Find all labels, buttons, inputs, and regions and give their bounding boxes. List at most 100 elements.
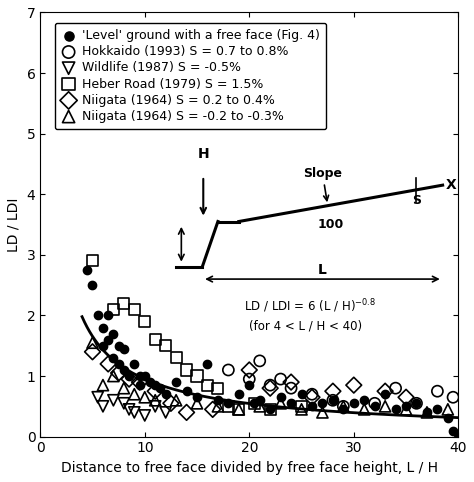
'Level' ground with a free face (Fig. 4) <box>360 396 368 404</box>
Hokkaido (1993) S = 0.7 to 0.8% <box>266 381 274 389</box>
Legend: 'Level' ground with a free face (Fig. 4), Hokkaido (1993) S = 0.7 to 0.8%, Wildl: 'Level' ground with a free face (Fig. 4)… <box>55 23 327 129</box>
'Level' ground with a free face (Fig. 4) <box>120 366 128 374</box>
'Level' ground with a free face (Fig. 4) <box>246 381 253 389</box>
Heber Road (1979) S = 1.5% <box>151 336 159 344</box>
Hokkaido (1993) S = 0.7 to 0.8% <box>413 400 420 407</box>
'Level' ground with a free face (Fig. 4) <box>287 400 295 407</box>
'Level' ground with a free face (Fig. 4) <box>120 345 128 353</box>
'Level' ground with a free face (Fig. 4) <box>130 360 138 368</box>
'Level' ground with a free face (Fig. 4) <box>193 393 201 401</box>
Niigata (1964) S = -0.2 to -0.3% <box>402 405 410 413</box>
Hokkaido (1993) S = 0.7 to 0.8% <box>277 375 284 383</box>
Hokkaido (1993) S = 0.7 to 0.8% <box>225 366 232 374</box>
Text: X: X <box>446 178 456 192</box>
'Level' ground with a free face (Fig. 4) <box>371 402 378 410</box>
'Level' ground with a free face (Fig. 4) <box>256 396 264 404</box>
Niigata (1964) S = -0.2 to -0.3% <box>360 405 368 413</box>
Text: LD / LDI = 6 (L / H)$^{-0.8}$: LD / LDI = 6 (L / H)$^{-0.8}$ <box>244 297 376 315</box>
Niigata (1964) S = -0.2 to -0.3% <box>151 396 159 404</box>
'Level' ground with a free face (Fig. 4) <box>392 405 400 413</box>
Heber Road (1979) S = 1.5% <box>225 402 232 410</box>
Hokkaido (1993) S = 0.7 to 0.8% <box>287 384 295 392</box>
'Level' ground with a free face (Fig. 4) <box>402 402 410 410</box>
Niigata (1964) S = -0.2 to -0.3% <box>99 381 107 389</box>
'Level' ground with a free face (Fig. 4) <box>413 400 420 407</box>
Wildlife (1987) S = -0.5% <box>151 402 159 410</box>
Niigata (1964) S = -0.2 to -0.3% <box>298 405 305 413</box>
Niigata (1964) S = 0.2 to 0.4% <box>167 400 175 407</box>
'Level' ground with a free face (Fig. 4) <box>151 381 159 389</box>
'Level' ground with a free face (Fig. 4) <box>449 427 457 434</box>
'Level' ground with a free face (Fig. 4) <box>298 390 305 398</box>
Heber Road (1979) S = 1.5% <box>109 306 117 313</box>
Niigata (1964) S = -0.2 to -0.3% <box>214 402 222 410</box>
'Level' ground with a free face (Fig. 4) <box>277 393 284 401</box>
Text: 100: 100 <box>317 218 343 231</box>
'Level' ground with a free face (Fig. 4) <box>141 372 148 380</box>
'Level' ground with a free face (Fig. 4) <box>104 311 112 319</box>
Heber Road (1979) S = 1.5% <box>89 257 96 265</box>
Hokkaido (1993) S = 0.7 to 0.8% <box>449 393 457 401</box>
'Level' ground with a free face (Fig. 4) <box>251 400 258 407</box>
Niigata (1964) S = 0.2 to 0.4% <box>104 360 112 368</box>
'Level' ground with a free face (Fig. 4) <box>99 324 107 332</box>
Niigata (1964) S = -0.2 to -0.3% <box>235 405 243 413</box>
Hokkaido (1993) S = 0.7 to 0.8% <box>246 375 253 383</box>
Niigata (1964) S = 0.2 to 0.4% <box>125 375 133 383</box>
Wildlife (1987) S = -0.5% <box>141 412 148 419</box>
'Level' ground with a free face (Fig. 4) <box>136 381 143 389</box>
Heber Road (1979) S = 1.5% <box>130 306 138 313</box>
Niigata (1964) S = 0.2 to 0.4% <box>287 378 295 386</box>
Hokkaido (1993) S = 0.7 to 0.8% <box>339 402 347 410</box>
Wildlife (1987) S = -0.5% <box>125 405 133 413</box>
Niigata (1964) S = -0.2 to -0.3% <box>130 390 138 398</box>
'Level' ground with a free face (Fig. 4) <box>99 342 107 349</box>
Niigata (1964) S = -0.2 to -0.3% <box>173 396 180 404</box>
'Level' ground with a free face (Fig. 4) <box>225 400 232 407</box>
'Level' ground with a free face (Fig. 4) <box>434 405 441 413</box>
Heber Road (1979) S = 1.5% <box>173 354 180 362</box>
Wildlife (1987) S = -0.5% <box>94 393 101 401</box>
Niigata (1964) S = -0.2 to -0.3% <box>319 409 326 416</box>
Niigata (1964) S = 0.2 to 0.4% <box>115 369 122 377</box>
'Level' ground with a free face (Fig. 4) <box>319 400 326 407</box>
'Level' ground with a free face (Fig. 4) <box>350 400 357 407</box>
Text: L: L <box>318 263 327 277</box>
Hokkaido (1993) S = 0.7 to 0.8% <box>392 384 400 392</box>
Niigata (1964) S = -0.2 to -0.3% <box>339 402 347 410</box>
Heber Road (1979) S = 1.5% <box>183 366 191 374</box>
Niigata (1964) S = -0.2 to -0.3% <box>256 402 264 410</box>
'Level' ground with a free face (Fig. 4) <box>94 311 101 319</box>
Niigata (1964) S = 0.2 to 0.4% <box>136 378 143 386</box>
Niigata (1964) S = -0.2 to -0.3% <box>444 405 452 413</box>
Y-axis label: LD / LDI: LD / LDI <box>7 197 21 252</box>
Niigata (1964) S = 0.2 to 0.4% <box>151 388 159 395</box>
Niigata (1964) S = 0.2 to 0.4% <box>308 393 316 401</box>
'Level' ground with a free face (Fig. 4) <box>266 405 274 413</box>
'Level' ground with a free face (Fig. 4) <box>115 342 122 349</box>
Niigata (1964) S = -0.2 to -0.3% <box>120 384 128 392</box>
Niigata (1964) S = -0.2 to -0.3% <box>109 372 117 380</box>
Niigata (1964) S = 0.2 to 0.4% <box>246 366 253 374</box>
Heber Road (1979) S = 1.5% <box>214 384 222 392</box>
'Level' ground with a free face (Fig. 4) <box>125 372 133 380</box>
'Level' ground with a free face (Fig. 4) <box>83 266 91 274</box>
Niigata (1964) S = 0.2 to 0.4% <box>402 393 410 401</box>
X-axis label: Distance to free face divided by free face height, L / H: Distance to free face divided by free fa… <box>61 461 438 475</box>
Niigata (1964) S = 0.2 to 0.4% <box>183 409 191 416</box>
Text: (for 4 < L / H < 40): (for 4 < L / H < 40) <box>249 320 363 333</box>
'Level' ground with a free face (Fig. 4) <box>115 360 122 368</box>
Text: Slope: Slope <box>303 167 342 201</box>
'Level' ground with a free face (Fig. 4) <box>423 409 431 416</box>
Wildlife (1987) S = -0.5% <box>130 409 138 416</box>
Wildlife (1987) S = -0.5% <box>120 400 128 407</box>
Niigata (1964) S = 0.2 to 0.4% <box>209 405 217 413</box>
'Level' ground with a free face (Fig. 4) <box>339 405 347 413</box>
'Level' ground with a free face (Fig. 4) <box>89 281 96 289</box>
'Level' ground with a free face (Fig. 4) <box>104 336 112 344</box>
Niigata (1964) S = -0.2 to -0.3% <box>141 393 148 401</box>
Niigata (1964) S = -0.2 to -0.3% <box>423 409 431 416</box>
'Level' ground with a free face (Fig. 4) <box>329 396 337 404</box>
Niigata (1964) S = -0.2 to -0.3% <box>193 400 201 407</box>
Heber Road (1979) S = 1.5% <box>193 372 201 380</box>
